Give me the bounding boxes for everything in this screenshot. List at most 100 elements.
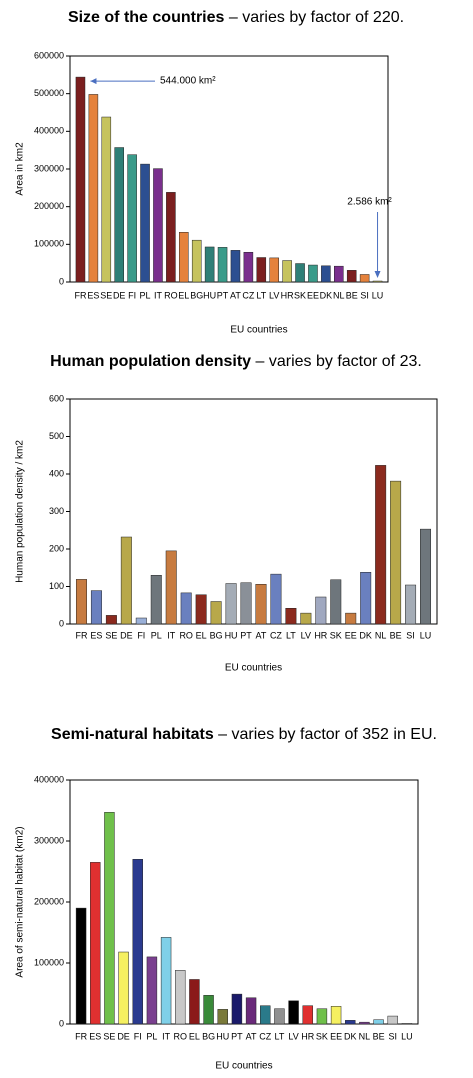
bar (204, 246, 215, 283)
y-tick-label: 100000 (34, 239, 64, 249)
y-tick-label: 400000 (34, 774, 64, 784)
arrow-head (90, 78, 97, 85)
bar (230, 250, 241, 283)
y-tick-label: 200 (49, 543, 64, 553)
x-tick-label: DK (359, 630, 372, 640)
bar (243, 251, 254, 283)
bar (256, 257, 267, 283)
title-bold: Human population density (50, 353, 251, 370)
bar (88, 94, 99, 283)
x-tick-label: HU (225, 630, 238, 640)
y-axis-label: Area of semi-natural habitat (km2) (15, 826, 26, 977)
x-tick-label: AT (256, 630, 267, 640)
bar (231, 993, 243, 1025)
y-tick-label: 300000 (34, 835, 64, 845)
x-tick-label: CZ (242, 290, 254, 300)
x-axis-label: EU countries (225, 663, 282, 674)
x-tick-label: LV (288, 1031, 298, 1041)
bar (346, 270, 357, 283)
x-tick-label: SI (360, 290, 369, 300)
bar (373, 1019, 384, 1025)
x-tick-label: NL (359, 1031, 371, 1041)
x-tick-label: BG (210, 630, 223, 640)
bar (321, 265, 331, 283)
bar (180, 592, 192, 625)
x-tick-label: PT (231, 1031, 243, 1041)
x-tick-label: SE (105, 630, 117, 640)
x-tick-label: SI (388, 1031, 397, 1041)
annotation: 2.586 km² (347, 197, 392, 208)
bar (90, 862, 101, 1025)
bar (401, 1023, 413, 1025)
bar (165, 550, 177, 625)
bar (260, 1005, 271, 1025)
y-tick-label: 600 (49, 393, 64, 403)
y-tick-label: 200000 (34, 896, 64, 906)
x-tick-label: EE (330, 1031, 342, 1041)
x-tick-label: BG (190, 290, 203, 300)
bar (315, 596, 327, 625)
bar (160, 937, 172, 1025)
x-tick-label: IT (167, 630, 176, 640)
bar (179, 232, 189, 283)
bar (316, 1008, 328, 1025)
chart-title: Semi-natural habitats – varies by factor… (51, 726, 437, 743)
title-rest: – varies by factor of 220. (224, 9, 404, 26)
bar (302, 1005, 313, 1025)
x-tick-label: SK (294, 290, 306, 300)
x-tick-label: PL (146, 1031, 157, 1041)
x-tick-label: SI (406, 630, 415, 640)
x-tick-label: HR (301, 1031, 314, 1041)
bar (118, 951, 129, 1025)
x-tick-label: BE (390, 630, 402, 640)
bar (372, 280, 383, 283)
y-tick-label: 100000 (34, 957, 64, 967)
bar (150, 575, 162, 625)
bar (240, 582, 252, 625)
bar (191, 239, 202, 283)
bar (140, 163, 150, 283)
y-tick-label: 200000 (34, 201, 64, 211)
y-tick-label: 100 (49, 581, 64, 591)
bar (189, 979, 200, 1025)
bar (75, 76, 86, 283)
bar (195, 594, 207, 625)
bar (104, 812, 115, 1025)
bar (274, 1008, 285, 1025)
bar (135, 617, 147, 625)
y-tick-label: 600000 (34, 50, 64, 60)
bar (334, 265, 344, 283)
bar (285, 608, 297, 625)
bar (75, 907, 87, 1025)
x-tick-label: LU (372, 290, 384, 300)
y-tick-label: 300 (49, 506, 64, 516)
chart-title: Human population density – varies by fac… (50, 353, 422, 370)
x-tick-label: DE (113, 290, 126, 300)
y-tick-label: 0 (59, 1018, 64, 1028)
title-rest: – varies by factor of 23. (251, 353, 422, 370)
x-tick-label: EL (178, 290, 189, 300)
x-tick-label: EL (189, 1031, 200, 1041)
x-tick-label: DK (344, 1031, 357, 1041)
x-tick-label: LT (274, 1031, 284, 1041)
x-tick-label: PL (151, 630, 162, 640)
y-tick-label: 300000 (34, 163, 64, 173)
bar (405, 584, 417, 625)
x-tick-label: CZ (259, 1031, 271, 1041)
x-tick-label: FI (128, 290, 136, 300)
x-tick-label: LV (301, 630, 311, 640)
x-tick-label: SK (316, 1031, 328, 1041)
x-tick-label: DE (117, 1031, 130, 1041)
bar (390, 480, 402, 625)
y-tick-label: 0 (59, 276, 64, 286)
x-tick-label: HR (314, 630, 327, 640)
bar (295, 263, 305, 283)
bar (359, 1021, 370, 1025)
bar (345, 612, 357, 625)
bar (282, 260, 292, 283)
x-tick-label: FR (75, 1031, 87, 1041)
x-tick-label: AT (230, 290, 241, 300)
bar (255, 584, 267, 625)
x-tick-label: FI (134, 1031, 142, 1041)
chart-title: Size of the countries – varies by factor… (68, 9, 404, 26)
